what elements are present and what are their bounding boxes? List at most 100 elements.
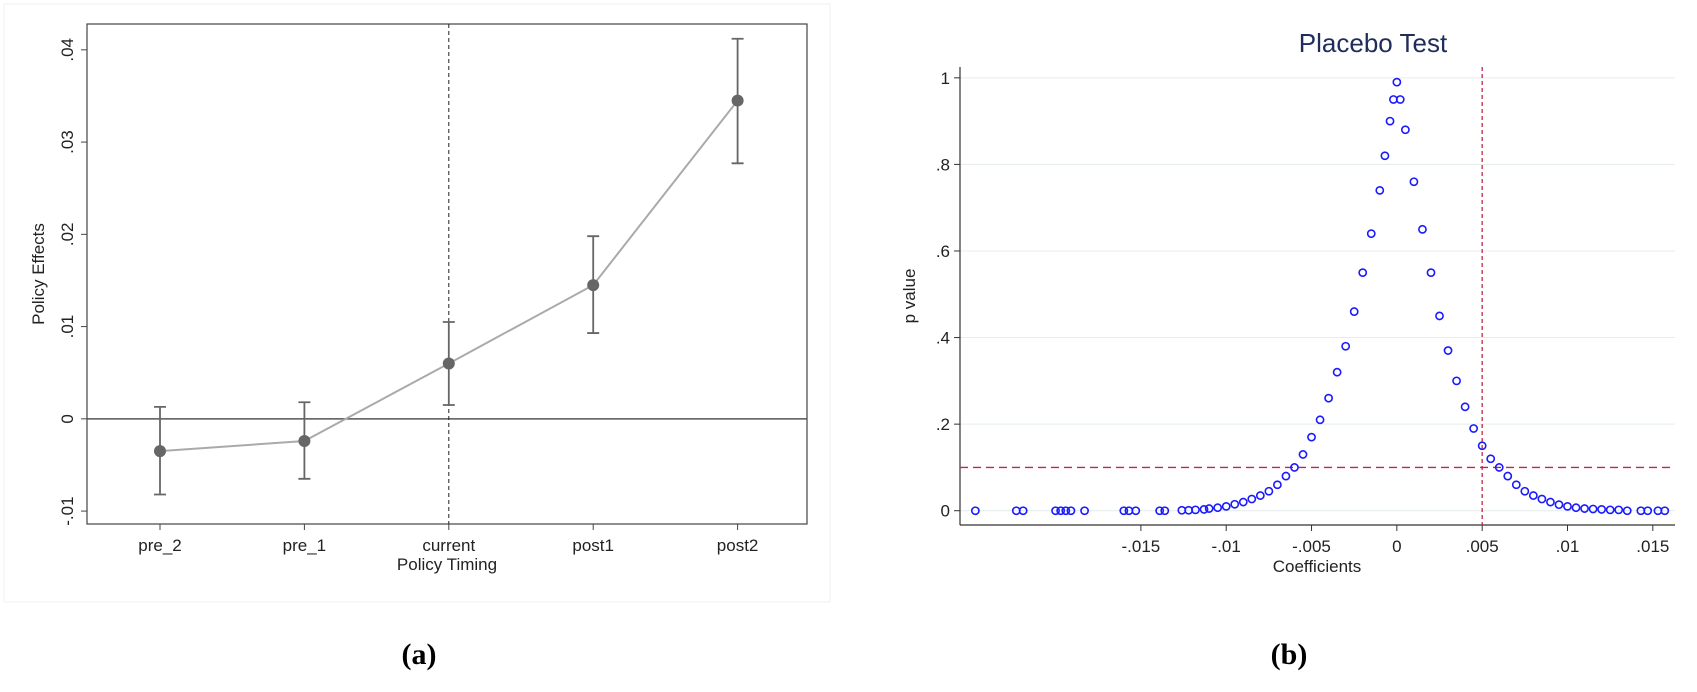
point — [1247, 494, 1257, 504]
point — [1580, 504, 1589, 513]
point — [1395, 95, 1405, 104]
x-tick-label: -.01 — [1212, 537, 1241, 556]
x-tick-label: pre_2 — [138, 536, 181, 555]
point — [1264, 486, 1274, 496]
x-tick-label: 0 — [1392, 537, 1401, 556]
point — [1460, 402, 1470, 412]
x-tick-label: -.015 — [1122, 537, 1161, 556]
point — [1426, 268, 1436, 278]
point — [970, 506, 980, 516]
x-tick-label: post2 — [717, 536, 759, 555]
point — [1614, 505, 1624, 515]
point — [1298, 450, 1308, 459]
point — [1332, 367, 1342, 377]
point — [1204, 504, 1214, 513]
point — [1221, 501, 1231, 511]
point — [1051, 506, 1060, 516]
point — [1660, 506, 1670, 516]
point — [1349, 307, 1359, 316]
point — [1452, 376, 1461, 386]
point — [1315, 415, 1325, 425]
point — [1385, 116, 1395, 126]
point — [1080, 506, 1089, 516]
point — [1546, 497, 1555, 507]
point — [1520, 486, 1530, 496]
point — [1503, 471, 1513, 481]
point — [1255, 491, 1265, 500]
point — [1622, 506, 1632, 516]
x-tick-label: .005 — [1466, 537, 1499, 556]
point — [1375, 185, 1385, 195]
y-tick-label: .03 — [58, 130, 77, 154]
point — [1238, 497, 1248, 507]
point — [1571, 503, 1581, 513]
x-tick-label: -.005 — [1292, 537, 1331, 556]
caption: (a) — [402, 638, 437, 671]
point — [1392, 77, 1402, 87]
x-tick-label: post1 — [572, 536, 614, 555]
y-tick-label: .04 — [58, 38, 77, 62]
point — [1307, 432, 1316, 442]
y-tick-label: .6 — [936, 242, 950, 261]
point — [1435, 311, 1444, 321]
y-axis-label: Policy Effects — [29, 223, 48, 325]
point — [1272, 480, 1282, 490]
point — [1409, 177, 1419, 187]
point — [731, 94, 744, 107]
point — [1341, 341, 1351, 351]
point — [1588, 504, 1598, 514]
x-axis-label: Policy Timing — [397, 555, 497, 574]
point — [1469, 424, 1479, 433]
point — [1597, 505, 1607, 514]
point — [1486, 454, 1496, 464]
point — [442, 357, 455, 370]
point — [1061, 506, 1071, 516]
y-tick-label: 0 — [58, 414, 77, 423]
point — [1230, 499, 1240, 509]
point — [1643, 506, 1653, 516]
point — [1511, 480, 1521, 490]
point — [587, 279, 600, 292]
y-tick-label: .02 — [58, 223, 77, 247]
point — [1018, 506, 1028, 516]
point — [298, 434, 311, 447]
y-tick-label: .8 — [936, 155, 950, 174]
point — [1477, 441, 1487, 451]
y-tick-label: 0 — [941, 502, 950, 521]
point — [1358, 268, 1368, 278]
point — [1366, 229, 1376, 239]
x-tick-label: pre_1 — [283, 536, 326, 555]
point — [1563, 501, 1572, 511]
point — [1324, 393, 1333, 403]
x-tick-label: .015 — [1636, 537, 1669, 556]
point — [1155, 506, 1165, 516]
point — [1554, 500, 1564, 510]
y-tick-label: 1 — [941, 69, 950, 88]
point — [1066, 506, 1076, 516]
point — [1494, 463, 1504, 472]
point — [1528, 491, 1538, 500]
plot-area — [86, 23, 808, 525]
point — [1056, 506, 1066, 516]
x-axis-label: Coefficients — [1273, 557, 1362, 576]
point — [1418, 224, 1427, 234]
x-tick-label: current — [422, 536, 475, 555]
point — [1160, 506, 1170, 516]
point — [1400, 125, 1410, 135]
point — [1119, 506, 1129, 516]
x-tick-label: .01 — [1556, 537, 1580, 556]
y-axis-label: p value — [900, 269, 919, 324]
point — [1131, 506, 1141, 516]
point — [1443, 346, 1453, 355]
point — [154, 445, 166, 458]
point — [1605, 505, 1615, 515]
point — [1213, 503, 1223, 513]
point — [1281, 471, 1291, 481]
point — [1191, 505, 1200, 515]
point — [1199, 505, 1209, 514]
point — [1537, 494, 1547, 504]
chart-title: Placebo Test — [1299, 28, 1448, 58]
point — [1290, 463, 1299, 472]
y-tick-label: .2 — [936, 415, 950, 434]
